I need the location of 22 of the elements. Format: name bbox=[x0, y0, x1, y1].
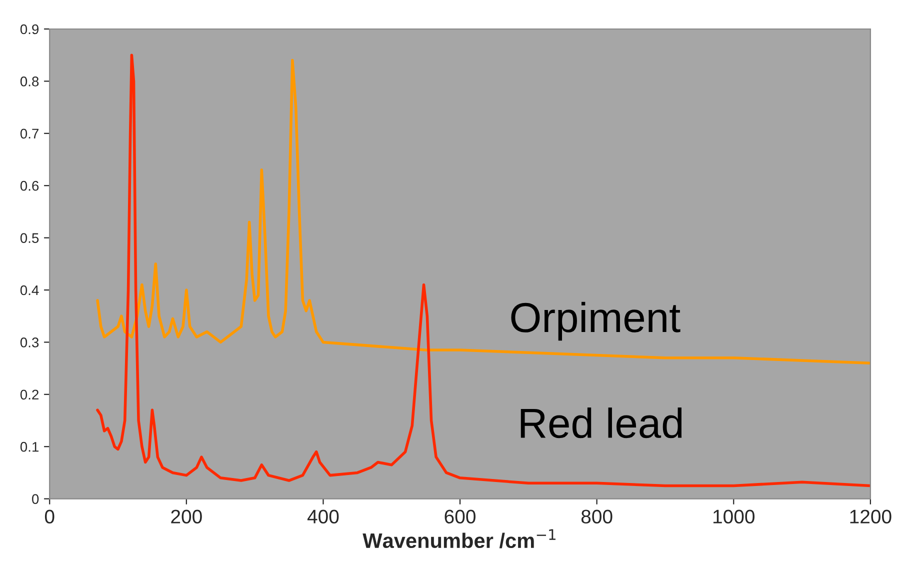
x-tick-label: 400 bbox=[307, 510, 339, 524]
line-series bbox=[96, 54, 870, 488]
x-tick-label: 800 bbox=[581, 510, 612, 524]
x-tick-label: 200 bbox=[171, 510, 202, 524]
y-tick-label: 0.2 bbox=[20, 390, 38, 400]
y-tick-label: 0.7 bbox=[20, 128, 38, 139]
y-tick-label: 0.1 bbox=[20, 442, 39, 452]
y-tick-label: 0.3 bbox=[20, 338, 39, 348]
x-tick-label: 1000 bbox=[713, 510, 754, 524]
y-tick-label: 0 bbox=[32, 494, 39, 504]
x-tick-label: 1200 bbox=[850, 510, 892, 524]
x-tick-label: 0 bbox=[44, 510, 54, 524]
y-tick-label: 0.8 bbox=[20, 76, 39, 86]
y-tick-label: 0.6 bbox=[20, 180, 39, 191]
series-label: Orpiment bbox=[511, 302, 680, 341]
series-label: Red lead bbox=[520, 408, 682, 438]
y-tick-label: 0.9 bbox=[20, 24, 39, 34]
y-tick-label: 0.4 bbox=[20, 285, 39, 296]
x-tick-label: 600 bbox=[444, 510, 476, 524]
line-series bbox=[96, 58, 870, 364]
y-tick-label: 0.5 bbox=[20, 233, 39, 243]
x-axis-title: Wavenumber /cm$^{−1}$ bbox=[362, 529, 556, 548]
